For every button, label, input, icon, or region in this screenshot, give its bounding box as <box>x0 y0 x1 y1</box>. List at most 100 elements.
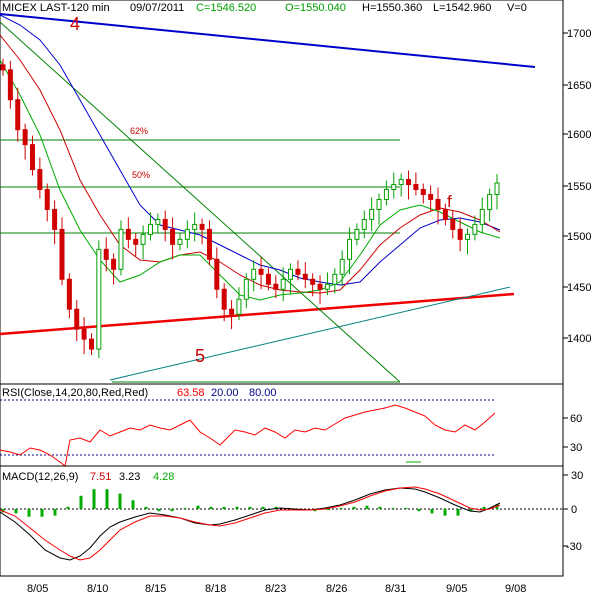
candle-body <box>199 223 205 230</box>
macd-hist-bar <box>248 506 252 509</box>
x-tick-8-05: 8/05 <box>27 583 48 595</box>
rsi-tick-60: 60 <box>570 413 582 425</box>
candle-body <box>487 193 493 210</box>
candle-body <box>192 223 198 230</box>
candle-body <box>236 298 242 315</box>
price-pane: MICEX LAST-120 min 09/07/2011 C=1546.520… <box>0 0 591 385</box>
candle-body <box>7 69 13 101</box>
rsi-line <box>0 404 496 467</box>
candle-body <box>302 273 308 280</box>
candle-body <box>177 238 183 245</box>
candle-body <box>140 233 146 245</box>
macd-hist-bar <box>53 509 57 516</box>
open-label: O=1550.040 <box>285 2 346 14</box>
candle-body <box>15 99 21 131</box>
candle-body <box>37 169 43 191</box>
candle-body <box>494 182 500 195</box>
x-axis: 8/05 8/10 8/15 8/18 8/23 8/26 8/31 9/05 … <box>0 575 563 595</box>
macd-hist-bar <box>326 509 330 511</box>
candle-body <box>206 228 212 260</box>
trendline-green-diagonal <box>0 21 401 383</box>
candle-body <box>170 228 176 245</box>
fib-50-label: 50% <box>132 170 150 180</box>
candle-body <box>221 288 227 310</box>
volume-label: V=0 <box>507 2 527 14</box>
ma-red-line <box>0 34 501 294</box>
candle-body <box>324 283 330 290</box>
candle-body <box>450 218 456 230</box>
macd-tick-0: 0 <box>571 504 577 516</box>
candle-body <box>125 228 131 240</box>
candle-body <box>391 184 397 191</box>
candle-body <box>133 238 139 245</box>
macd-hist-bar <box>339 507 343 509</box>
macd-hist-bar <box>66 506 70 509</box>
close-label: C=1546.520 <box>196 2 256 14</box>
x-tick-9-05: 9/05 <box>446 583 467 595</box>
rsi-tick-30: 30 <box>570 442 582 454</box>
macd-tick-minus30: -30 <box>566 541 582 553</box>
candle-body <box>472 223 478 235</box>
candle-body <box>310 278 316 285</box>
macd-hist-bar <box>1 509 5 513</box>
candle-body <box>155 218 161 225</box>
candle-body <box>29 144 35 171</box>
macd-tick-30: 30 <box>571 470 583 482</box>
macd-value: 7.51 <box>90 471 111 483</box>
candle-body <box>280 278 286 290</box>
ma-blue-line <box>0 14 501 286</box>
macd-hist-bar <box>105 489 109 509</box>
candlestick-series <box>0 58 500 359</box>
macd-hist-bar <box>79 495 83 509</box>
candle-body <box>295 268 301 275</box>
macd-title: MACD(12,26,9) <box>2 471 78 483</box>
candle-body <box>376 198 382 210</box>
macd-hist-bar <box>170 509 174 512</box>
x-tick-8-31: 8/31 <box>385 583 406 595</box>
y-tick-1400: 1400 <box>567 333 591 345</box>
macd-hist: 4.28 <box>153 471 174 483</box>
candle-body <box>428 193 434 200</box>
candle-body <box>66 278 72 310</box>
macd-hist-bar <box>196 505 200 509</box>
ma-green-line <box>0 59 501 301</box>
y-tick-1650: 1650 <box>567 80 591 92</box>
candle-body <box>243 278 249 300</box>
candle-body <box>479 208 485 225</box>
candle-body <box>457 228 463 240</box>
macd-hist-bar <box>131 500 135 509</box>
low-label: L=1542.960 <box>433 2 491 14</box>
macd-histogram <box>1 489 499 517</box>
candle-body <box>103 248 109 260</box>
y-tick-1500: 1500 <box>567 231 591 243</box>
macd-line <box>0 487 501 561</box>
candle-body <box>369 208 375 220</box>
macd-hist-bar <box>222 506 226 509</box>
macd-hist-bar <box>92 489 96 509</box>
price-y-axis: 1700 1650 1600 1550 1500 1450 1400 <box>563 28 591 345</box>
candle-body <box>420 189 426 195</box>
candle-body <box>111 258 117 270</box>
trendline-red <box>0 292 515 336</box>
trendline-4-blue <box>0 13 536 68</box>
macd-hist-bar <box>261 506 265 509</box>
macd-hist-bar <box>40 509 44 517</box>
candle-body <box>96 248 102 350</box>
macd-hist-bar <box>157 509 161 512</box>
macd-hist-bar <box>404 507 408 509</box>
macd-hist-bar <box>443 509 447 516</box>
candle-body <box>44 189 50 210</box>
rsi-lower: 20.00 <box>211 387 239 399</box>
candle-body <box>413 184 419 191</box>
candle-body <box>74 308 80 330</box>
candle-body <box>317 283 323 290</box>
macd-hist-bar <box>274 506 278 509</box>
x-tick-8-26: 8/26 <box>326 583 347 595</box>
macd-hist-bar <box>365 505 369 509</box>
candle-body <box>258 268 264 275</box>
rsi-value: 63.58 <box>177 387 205 399</box>
wave-f-label: f <box>447 192 452 211</box>
macd-hist-bar <box>417 509 421 512</box>
candle-body <box>332 273 338 285</box>
macd-hist-bar <box>378 506 382 509</box>
